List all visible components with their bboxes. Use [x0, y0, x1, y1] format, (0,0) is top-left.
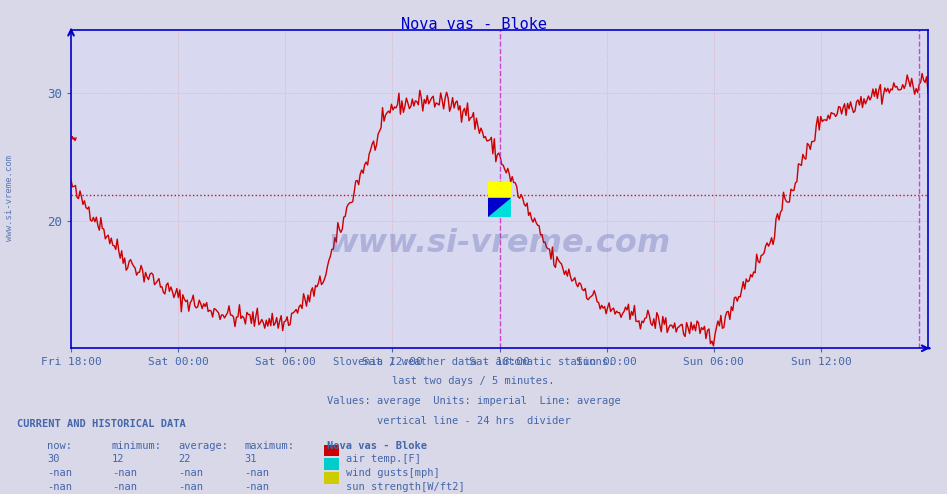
Text: 12: 12: [112, 454, 124, 464]
Text: last two days / 5 minutes.: last two days / 5 minutes.: [392, 376, 555, 386]
Text: now:: now:: [47, 441, 72, 451]
Text: -nan: -nan: [244, 468, 269, 478]
Text: CURRENT AND HISTORICAL DATA: CURRENT AND HISTORICAL DATA: [17, 419, 186, 429]
Text: vertical line - 24 hrs  divider: vertical line - 24 hrs divider: [377, 416, 570, 426]
Text: minimum:: minimum:: [112, 441, 162, 451]
Text: Nova vas - Bloke: Nova vas - Bloke: [327, 441, 427, 451]
Text: -nan: -nan: [47, 468, 72, 478]
Text: www.si-vreme.com: www.si-vreme.com: [5, 155, 14, 241]
Text: -nan: -nan: [178, 482, 203, 492]
Polygon shape: [488, 198, 511, 217]
Text: sun strength[W/ft2]: sun strength[W/ft2]: [346, 482, 464, 492]
Text: -nan: -nan: [112, 482, 136, 492]
Text: -nan: -nan: [47, 482, 72, 492]
Text: 22: 22: [178, 454, 190, 464]
Text: 30: 30: [47, 454, 60, 464]
Text: wind gusts[mph]: wind gusts[mph]: [346, 468, 439, 478]
Text: average:: average:: [178, 441, 228, 451]
Text: www.si-vreme.com: www.si-vreme.com: [329, 228, 670, 259]
Text: air temp.[F]: air temp.[F]: [346, 454, 420, 464]
Text: -nan: -nan: [112, 468, 136, 478]
Text: Nova vas - Bloke: Nova vas - Bloke: [401, 17, 546, 32]
Text: maximum:: maximum:: [244, 441, 295, 451]
Text: Values: average  Units: imperial  Line: average: Values: average Units: imperial Line: av…: [327, 396, 620, 406]
Text: 31: 31: [244, 454, 257, 464]
Text: -nan: -nan: [244, 482, 269, 492]
Text: Slovenia / weather data - automatic stations.: Slovenia / weather data - automatic stat…: [333, 357, 614, 367]
Polygon shape: [488, 198, 511, 217]
Text: -nan: -nan: [178, 468, 203, 478]
